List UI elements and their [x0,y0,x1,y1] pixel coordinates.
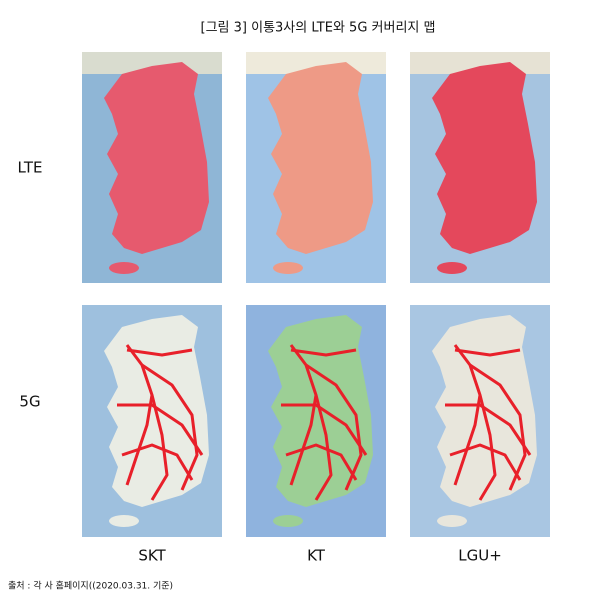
map [82,305,222,537]
coverage [432,62,537,254]
column-label: KT [307,547,326,565]
coverage [104,62,209,254]
land [109,515,139,527]
column-label: LGU+ [458,547,502,565]
map [246,305,386,537]
source-note: 출처 : 각 사 홈페이지((2020.03.31. 기준) [8,580,173,592]
map [410,52,550,283]
figure-title: [그림 3] 이통3사의 LTE와 5G 커버리지 맵 [201,21,436,36]
coverage [437,262,467,274]
row-label: LTE [18,159,43,177]
row-label: 5G [19,393,40,411]
map [410,305,550,537]
coverage [109,262,139,274]
map [82,52,222,283]
coverage [268,62,373,254]
coverage [273,262,303,274]
land [437,515,467,527]
map [246,52,386,283]
column-label: SKT [138,547,166,565]
land [273,515,303,527]
